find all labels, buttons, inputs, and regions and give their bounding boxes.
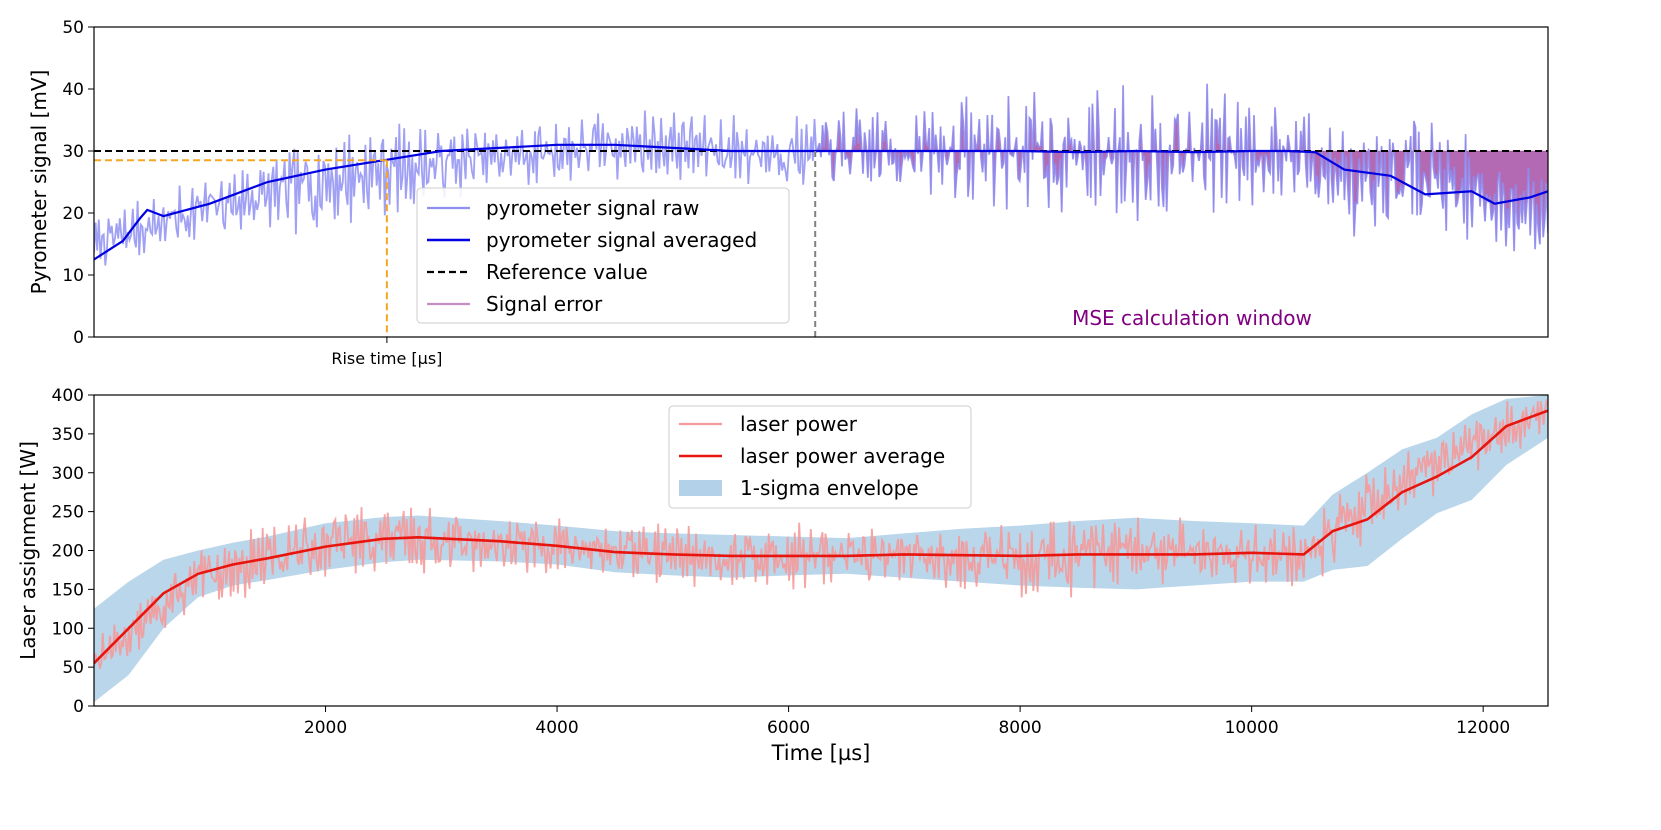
y-tick-label: 350 [52, 425, 84, 445]
legend-label: pyrometer signal raw [486, 196, 699, 220]
legend-label: 1-sigma envelope [740, 476, 919, 500]
x-tick-label: 8000 [998, 718, 1041, 738]
legend-label: Reference value [486, 260, 648, 284]
x-tick-label: 6000 [767, 718, 810, 738]
x-tick-label: 12000 [1456, 718, 1510, 738]
y-tick-label: 10 [62, 266, 84, 286]
x-axis-label: Time [µs] [771, 741, 871, 765]
y-tick-label: 50 [62, 18, 84, 38]
x-tick-label: 10000 [1225, 718, 1279, 738]
y-tick-label: 100 [52, 619, 84, 639]
y-tick-label: 400 [52, 386, 84, 406]
legend-swatch [679, 480, 722, 496]
top-legend: pyrometer signal raw pyrometer signal ave… [416, 187, 790, 324]
x-tick-label: 4000 [535, 718, 578, 738]
y-tick-label: 30 [62, 142, 84, 162]
pyrometer-averaged-line [94, 143, 1548, 261]
y-tick-label: 40 [62, 80, 84, 100]
legend-label: laser power [740, 412, 858, 436]
legend-label: Signal error [486, 292, 603, 316]
top-axes-frame [93, 26, 1549, 338]
y-tick-label: 0 [73, 328, 84, 348]
x-tick-label: 2000 [304, 718, 347, 738]
laser-power-line [94, 398, 1548, 669]
y-tick-label: 200 [52, 542, 84, 562]
bottom-plot-area [94, 395, 1548, 703]
pyrometer-raw-line [94, 83, 1548, 266]
pyrometer-panel: 0 10 20 30 40 50 Rise time [µs] Pyrometer signa… [27, 18, 1549, 368]
y-tick-label: 250 [52, 503, 84, 523]
laser-power-average-line [94, 409, 1548, 665]
rise-time-label: Rise time [µs] [331, 349, 442, 368]
y-tick-label: 300 [52, 464, 84, 484]
y-tick-label: 50 [62, 658, 84, 678]
legend-box [416, 187, 790, 324]
laser-panel: 0 50 100 150 200 250 300 350 400 2000 4000 6000 8000… [16, 386, 1549, 765]
legend-label: laser power average [740, 444, 945, 468]
legend-box [668, 405, 972, 509]
legend-label: pyrometer signal averaged [486, 228, 757, 252]
y-axis-label: Laser assignment [W] [16, 441, 40, 660]
top-plot-area [94, 83, 1548, 337]
mse-window-label: MSE calculation window [1072, 306, 1312, 330]
y-tick-label: 150 [52, 580, 84, 600]
y-axis-label: Pyrometer signal [mV] [27, 70, 51, 295]
y-tick-label: 0 [73, 697, 84, 717]
bottom-legend: laser power laser power average 1-sigma en… [668, 405, 972, 509]
sigma-envelope [94, 395, 1548, 703]
y-tick-label: 20 [62, 204, 84, 224]
